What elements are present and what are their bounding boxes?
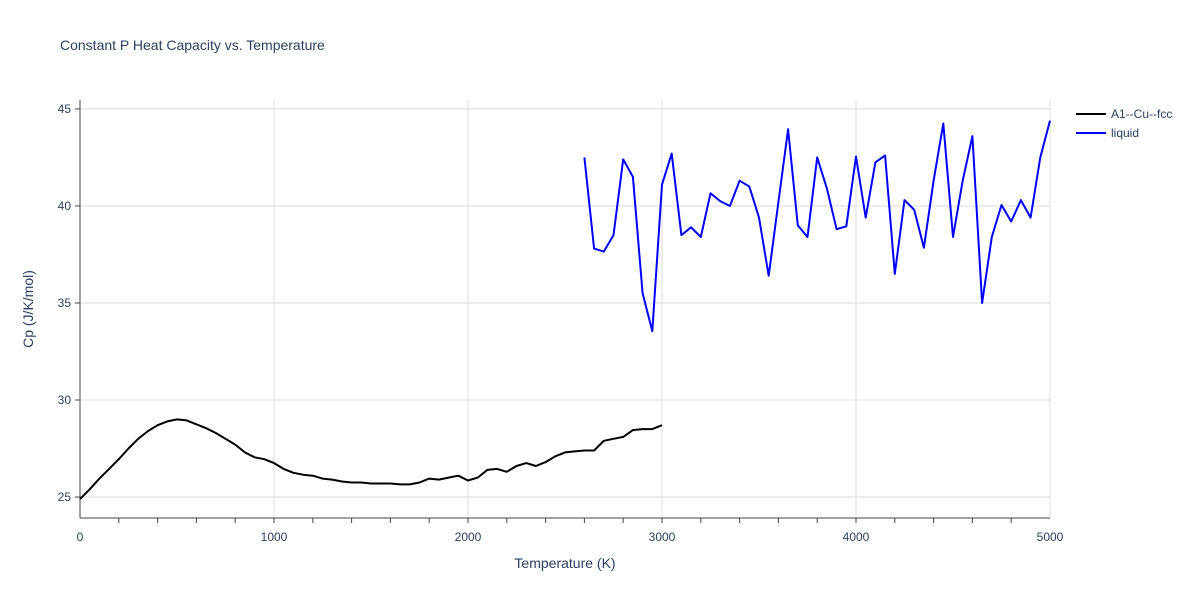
- y-tick-label: 30: [58, 393, 72, 407]
- y-tick-label: 45: [58, 102, 72, 116]
- grid: [80, 100, 1051, 518]
- legend-item-label: A1--Cu--fcc: [1111, 107, 1172, 121]
- series-line-a1-cu-fcc: [79, 418, 663, 500]
- plot-lines: [79, 120, 1051, 500]
- series-line-liquid: [583, 120, 1051, 333]
- x-tick-label: 3000: [649, 530, 676, 544]
- axes: 0 1000 2000 3000 4000 5000 25 30 35 40 45: [58, 100, 1064, 544]
- x-tick-label: 1000: [261, 530, 288, 544]
- x-tick-label: 0: [77, 530, 84, 544]
- y-tick-label: 35: [58, 296, 72, 310]
- y-axis-label: Cp (J/K/mol): [20, 270, 36, 348]
- y-tick-label: 25: [58, 490, 72, 504]
- legend[interactable]: A1--Cu--fcc liquid: [1076, 107, 1172, 140]
- legend-item-label: liquid: [1111, 126, 1139, 140]
- chart-title: Constant P Heat Capacity vs. Temperature: [60, 37, 325, 53]
- y-tick-label: 40: [58, 199, 72, 213]
- x-tick-label: 2000: [455, 530, 482, 544]
- x-axis-label: Temperature (K): [514, 555, 615, 571]
- x-tick-label: 5000: [1037, 530, 1064, 544]
- x-tick-label: 4000: [843, 530, 870, 544]
